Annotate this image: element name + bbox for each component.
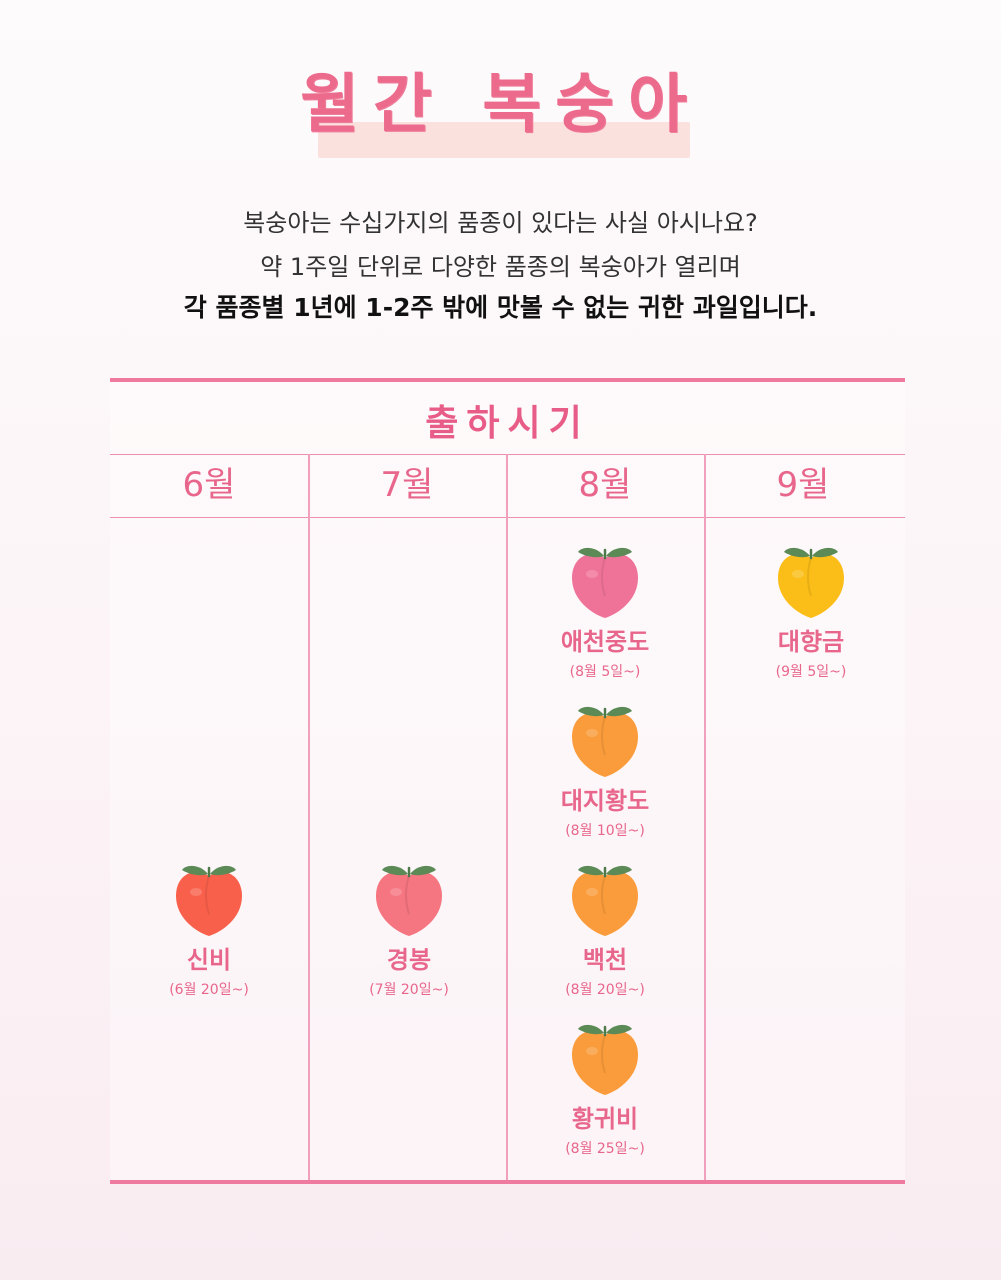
peach-date: (9월 5일~) xyxy=(775,664,847,680)
peach-date: (8월 25일~) xyxy=(565,1141,645,1157)
peach-name: 애천중도 xyxy=(560,628,650,656)
peach-icon xyxy=(344,862,474,938)
peach-name: 백천 xyxy=(582,946,628,974)
peach-item-baekcheon: 백천 (8월 20일~) xyxy=(540,862,670,999)
peach-icon xyxy=(540,544,670,620)
title-highlight xyxy=(318,122,690,158)
peach-date: (7월 20일~) xyxy=(369,982,449,998)
harvest-calendar: 출하시기 6월 7월 8월 9월 신비 (6월 20일~) 경봉 (7월 20일… xyxy=(110,378,905,1184)
peach-name: 대지황도 xyxy=(560,787,650,815)
peach-icon xyxy=(540,703,670,779)
intro-line-2: 약 1주일 단위로 다양한 품종의 복숭아가 열리며 xyxy=(260,253,741,281)
month-header-july: 7월 xyxy=(380,465,434,505)
column-divider xyxy=(308,454,310,1180)
peach-icon xyxy=(746,544,876,620)
calendar-top-border xyxy=(110,378,905,382)
column-divider xyxy=(704,454,706,1180)
peach-name: 황귀비 xyxy=(571,1105,639,1133)
peach-date: (8월 20일~) xyxy=(565,982,645,998)
month-header-september: 9월 xyxy=(776,465,830,505)
peach-item-hwanggwibi: 황귀비 (8월 25일~) xyxy=(540,1021,670,1158)
peach-icon xyxy=(144,862,274,938)
peach-icon xyxy=(540,1021,670,1097)
peach-name: 대향금 xyxy=(777,628,845,656)
month-header-june: 6월 xyxy=(182,465,236,505)
peach-item-daehyanggeum: 대향금 (9월 5일~) xyxy=(746,544,876,681)
calendar-title: 출하시기 xyxy=(425,403,590,444)
peach-item-daejihwangdo: 대지황도 (8월 10일~) xyxy=(540,703,670,840)
page-title: 월간 복숭아 xyxy=(300,68,701,142)
peach-name: 경봉 xyxy=(386,946,432,974)
peach-item-gyeongbong: 경봉 (7월 20일~) xyxy=(344,862,474,999)
intro-line-1: 복숭아는 수십가지의 품종이 있다는 사실 아시나요? xyxy=(243,209,758,237)
peach-name: 신비 xyxy=(186,946,232,974)
peach-item-sinbi: 신비 (6월 20일~) xyxy=(144,862,274,999)
peach-item-aecheonjungdo: 애천중도 (8월 5일~) xyxy=(540,544,670,681)
intro-line-3: 각 품종별 1년에 1-2주 밖에 맛볼 수 없는 귀한 과일입니다. xyxy=(183,293,818,322)
peach-date: (8월 10일~) xyxy=(565,823,645,839)
column-divider xyxy=(506,454,508,1180)
title-block: 월간 복숭아 xyxy=(0,60,1001,170)
peach-date: (8월 5일~) xyxy=(569,664,641,680)
peach-icon xyxy=(540,862,670,938)
calendar-bottom-border xyxy=(110,1180,905,1184)
month-header-august: 8월 xyxy=(578,465,632,505)
peach-date: (6월 20일~) xyxy=(169,982,249,998)
